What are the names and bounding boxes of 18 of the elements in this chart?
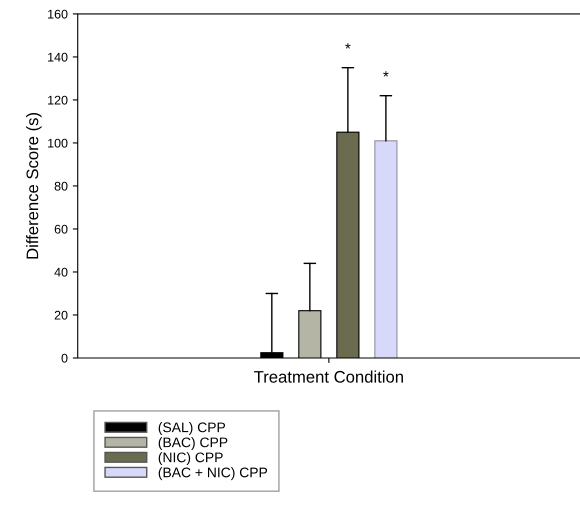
y-tick-label: 0 bbox=[62, 354, 68, 363]
y-tick-label: 20 bbox=[54, 310, 68, 320]
annotation: * bbox=[345, 43, 351, 49]
y-axis-title: Difference Score (s) bbox=[26, 113, 42, 259]
y-tick-label: 100 bbox=[48, 138, 68, 148]
x-axis-title: Treatment Condition bbox=[254, 370, 403, 383]
y-tick-label: 160 bbox=[48, 10, 68, 19]
legend-label: (BAC + NIC) CPP bbox=[158, 467, 268, 480]
y-tick-label: 120 bbox=[48, 96, 68, 105]
annotation: * bbox=[383, 71, 389, 77]
y-tick-label: 40 bbox=[54, 268, 68, 277]
bar bbox=[374, 140, 398, 358]
legend-label: (SAL) CPP bbox=[158, 422, 226, 435]
y-tick-label: 60 bbox=[54, 224, 68, 234]
y-tick-label: 140 bbox=[48, 52, 68, 62]
legend-label: (NIC) CPP bbox=[158, 452, 223, 466]
y-tick-label: 80 bbox=[54, 182, 68, 191]
legend-label: (BAC) CPP bbox=[158, 437, 228, 450]
